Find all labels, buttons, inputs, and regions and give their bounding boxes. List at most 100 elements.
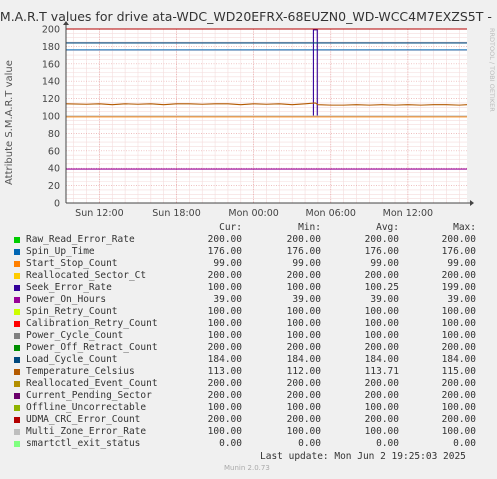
legend-swatch <box>14 261 20 267</box>
legend-min-value: 176.00 <box>286 246 321 257</box>
legend-min-value: 200.00 <box>286 390 321 401</box>
legend-min-value: 100.00 <box>286 402 321 413</box>
legend-swatch <box>14 417 20 423</box>
smart-values-chart: 0 20 40 60 80 100 120 140 160 180 200 Sun 12:00 Sun … <box>42 21 474 219</box>
legend-swatch <box>14 309 20 315</box>
last-update: Last update: Mon Jun 2 19:25:03 2025 <box>260 451 466 462</box>
x-tick-label: Mon 06:00 <box>306 208 356 219</box>
legend-max-value: 100.00 <box>441 330 476 341</box>
legend-min-value: 200.00 <box>286 234 321 245</box>
legend-swatch <box>14 333 20 339</box>
legend-series-name: UDMA_CRC_Error_Count <box>26 414 141 425</box>
legend-max-value: 200.00 <box>441 390 476 401</box>
legend-series-name: Calibration_Retry_Count <box>26 318 158 329</box>
legend-max-value: 200.00 <box>441 234 476 245</box>
legend-avg-value: 100.00 <box>364 330 399 341</box>
legend-avg-value: 113.71 <box>364 366 399 377</box>
legend-avg-value: 184.00 <box>364 354 399 365</box>
legend-max-value: 39.00 <box>447 294 476 305</box>
legend-avg-value: 200.00 <box>364 270 399 281</box>
legend-avg-value: 100.00 <box>364 306 399 317</box>
series-line-temperature_celsius <box>65 102 468 106</box>
legend-cur-value: 100.00 <box>207 402 242 413</box>
legend-min-value: 100.00 <box>286 330 321 341</box>
legend-avg-value: 99.00 <box>370 258 399 269</box>
legend-min-value: 100.00 <box>286 282 321 293</box>
legend-series-name: Current_Pending_Sector <box>26 390 152 401</box>
y-tick-label: 120 <box>42 94 60 105</box>
legend-avg-value: 200.00 <box>364 378 399 389</box>
legend-series-name: Spin_Retry_Count <box>26 306 118 317</box>
legend-header-min: Min: <box>298 222 321 233</box>
legend-swatch <box>14 405 20 411</box>
legend-cur-value: 100.00 <box>207 330 242 341</box>
legend-min-value: 100.00 <box>286 318 321 329</box>
legend-avg-value: 100.00 <box>364 318 399 329</box>
legend-max-value: 200.00 <box>441 378 476 389</box>
legend-avg-value: 100.25 <box>364 282 399 293</box>
legend-avg-value: 100.00 <box>364 402 399 413</box>
legend-avg-value: 200.00 <box>364 390 399 401</box>
legend-cur-value: 99.00 <box>213 258 242 269</box>
legend-max-value: 100.00 <box>441 306 476 317</box>
legend-avg-value: 200.00 <box>364 342 399 353</box>
legend-header-cur: Cur: <box>219 222 242 233</box>
legend-min-value: 39.00 <box>292 294 321 305</box>
y-tick-label: 100 <box>42 112 60 123</box>
x-axis-arrow <box>470 200 474 206</box>
legend-cur-value: 100.00 <box>207 426 242 437</box>
legend-avg-value: 39.00 <box>370 294 399 305</box>
munin-version: Munin 2.0.73 <box>224 464 270 472</box>
legend-series-name: Power_Cycle_Count <box>26 330 124 341</box>
legend-swatch <box>14 321 20 327</box>
x-tick-label: Mon 00:00 <box>228 208 278 219</box>
legend-max-value: 200.00 <box>441 270 476 281</box>
legend-max-value: 176.00 <box>441 246 476 257</box>
legend-cur-value: 200.00 <box>207 270 242 281</box>
legend-min-value: 99.00 <box>292 258 321 269</box>
legend-swatch <box>14 237 20 243</box>
legend-min-value: 100.00 <box>286 426 321 437</box>
legend-series-name: Multi_Zone_Error_Rate <box>26 426 147 437</box>
y-tick-label: 0 <box>54 199 60 210</box>
legend-max-value: 200.00 <box>441 414 476 425</box>
legend-swatch <box>14 441 20 447</box>
legend-cur-value: 100.00 <box>207 318 242 329</box>
legend-avg-value: 200.00 <box>364 234 399 245</box>
legend-cur-value: 176.00 <box>207 246 242 257</box>
legend-max-value: 184.00 <box>441 354 476 365</box>
legend-series-name: Reallocated_Event_Count <box>26 378 158 389</box>
legend-cur-value: 0.00 <box>219 438 242 449</box>
legend-cur-value: 39.00 <box>213 294 242 305</box>
legend-min-value: 200.00 <box>286 378 321 389</box>
legend-series-name: Power_Off_Retract_Count <box>26 342 158 353</box>
legend-swatch <box>14 249 20 255</box>
legend-cur-value: 100.00 <box>207 282 242 293</box>
legend-min-value: 200.00 <box>286 414 321 425</box>
legend-cur-value: 100.00 <box>207 306 242 317</box>
legend-swatch <box>14 381 20 387</box>
y-tick-label: 40 <box>48 164 60 175</box>
legend-min-value: 184.00 <box>286 354 321 365</box>
legend-avg-value: 0.00 <box>376 438 399 449</box>
legend-avg-value: 100.00 <box>364 426 399 437</box>
legend-cur-value: 200.00 <box>207 342 242 353</box>
legend-cur-value: 200.00 <box>207 414 242 425</box>
legend-series-name: Offline_Uncorrectable <box>26 402 147 413</box>
legend-series-name: Seek_Error_Rate <box>26 282 112 293</box>
legend-swatch <box>14 393 20 399</box>
chart-title: S.M.A.R.T values for drive ata-WDC_WD20E… <box>0 9 497 24</box>
legend-series-name: smartctl_exit_status <box>26 438 141 449</box>
legend-max-value: 100.00 <box>441 402 476 413</box>
legend-avg-value: 176.00 <box>364 246 399 257</box>
legend-swatch <box>14 273 20 279</box>
x-tick-label: Sun 12:00 <box>75 208 123 219</box>
legend-swatch <box>14 357 20 363</box>
legend-series-name: Load_Cycle_Count <box>26 354 118 365</box>
legend-min-value: 200.00 <box>286 342 321 353</box>
legend-max-value: 99.00 <box>447 258 476 269</box>
legend-max-value: 100.00 <box>441 318 476 329</box>
legend-min-value: 200.00 <box>286 270 321 281</box>
legend-min-value: 0.00 <box>298 438 321 449</box>
y-axis-arrow <box>63 21 69 25</box>
